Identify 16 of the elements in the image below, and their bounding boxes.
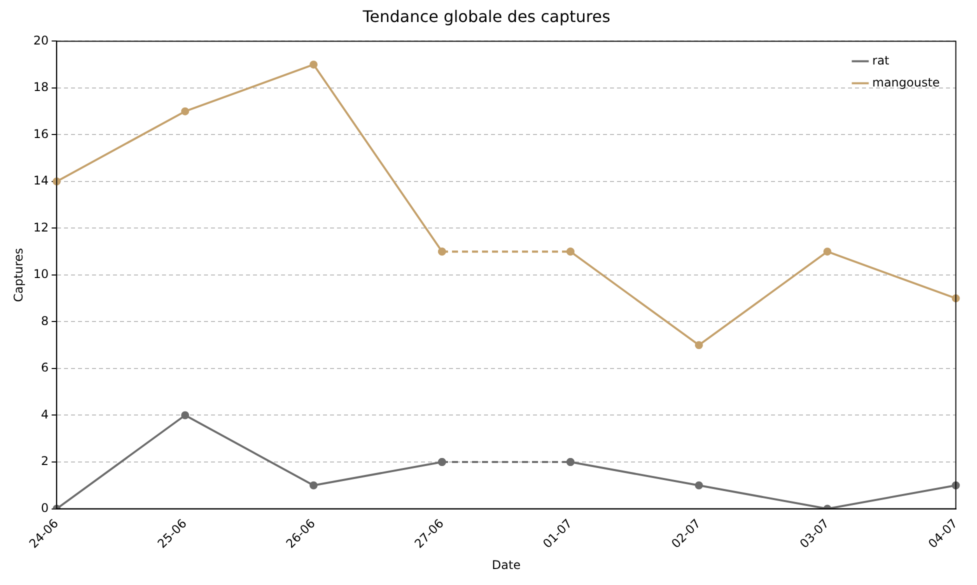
y-tick-label: 2 [41, 454, 49, 468]
legend-label: rat [872, 53, 890, 68]
y-tick-label: 14 [33, 174, 49, 188]
y-tick-label: 8 [41, 314, 49, 328]
y-tick-label: 12 [33, 220, 49, 234]
legend-label: mangouste [872, 75, 940, 90]
x-axis-title: Date [492, 558, 521, 572]
y-tick-label: 18 [33, 80, 49, 94]
y-axis-title: Captures [11, 248, 26, 302]
y-tick-label: 20 [33, 33, 49, 48]
y-tick-label: 6 [41, 360, 49, 375]
chart-title: Tendance globale des captures [362, 6, 610, 26]
y-tick-label: 10 [33, 267, 49, 282]
y-tick-label: 4 [41, 407, 49, 422]
y-tick-label: 16 [33, 126, 49, 141]
y-tick-label: 0 [41, 500, 49, 515]
